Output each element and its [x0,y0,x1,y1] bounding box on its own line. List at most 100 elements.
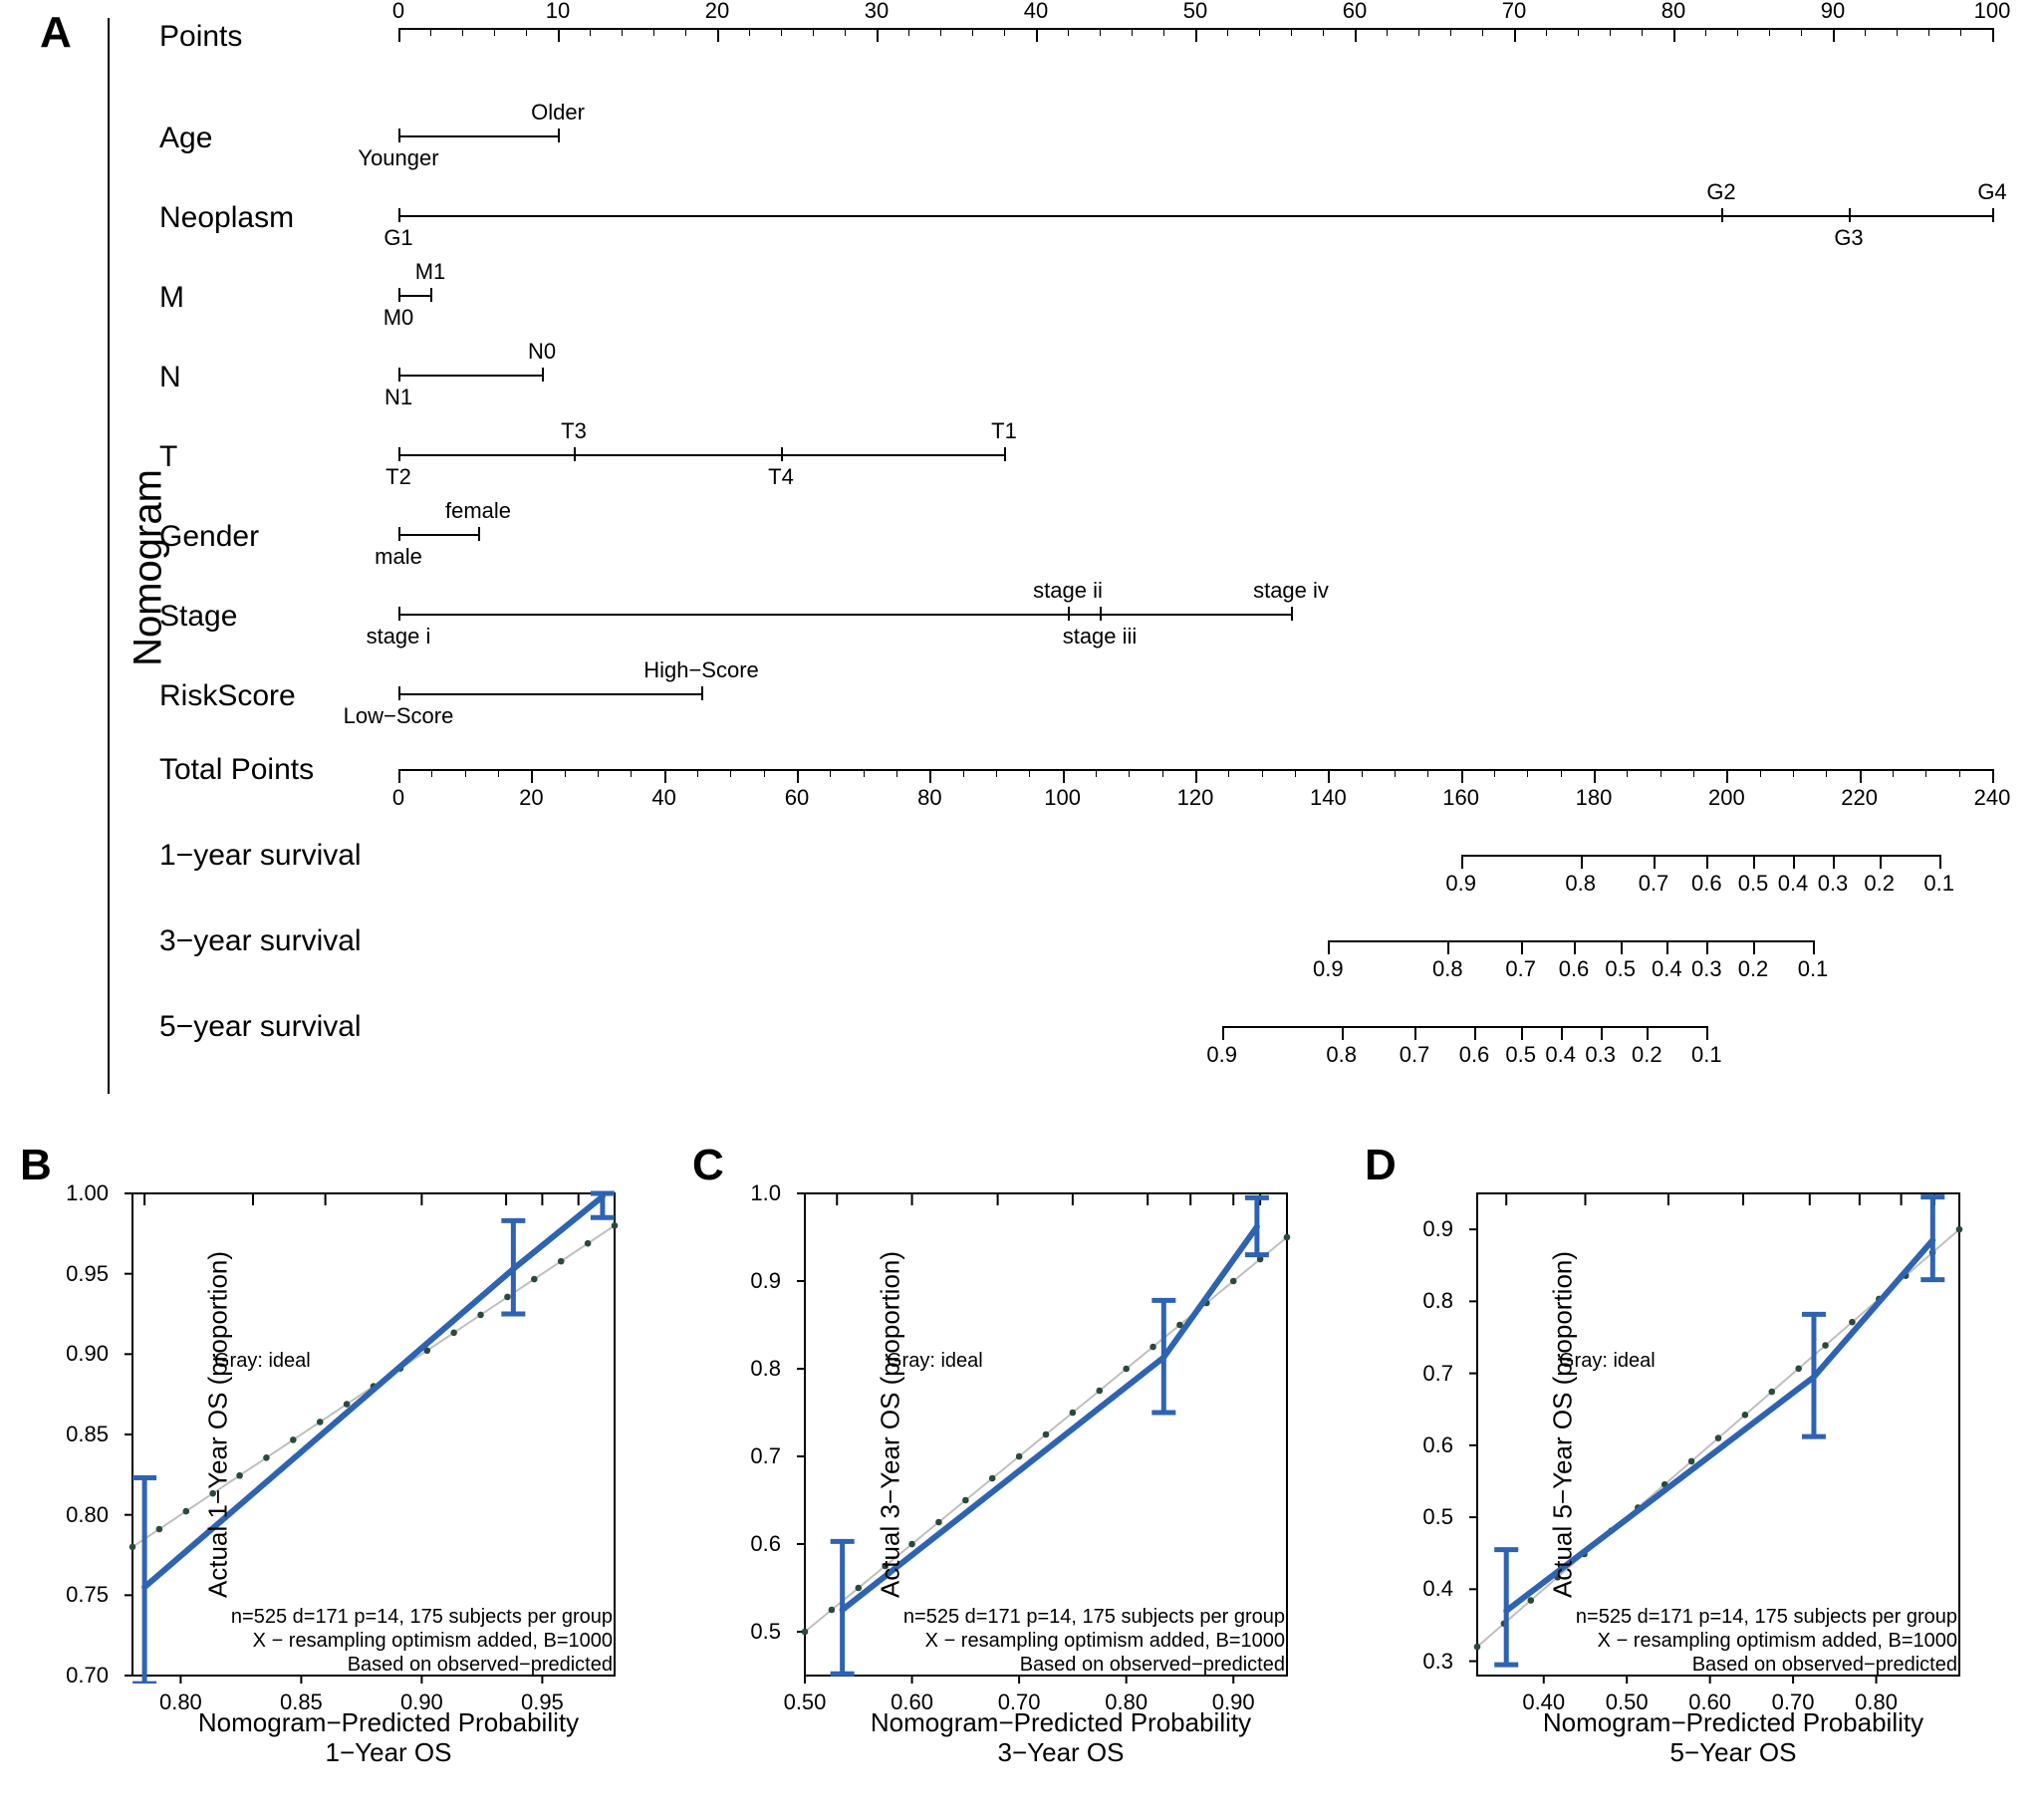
ytick-label: 0.4 [1422,1576,1453,1602]
nomogram-category-label: Older [531,100,585,126]
panel-d-label: D [1365,1141,1397,1190]
nomogram-row: Gendermalefemale [149,494,2002,574]
ytick-label: 0.85 [66,1422,109,1447]
calib-footer-line: X − resampling optimism added, B=1000 [253,1630,613,1653]
nomogram-row-label: Total Points [159,753,314,787]
nomogram-row-axis: 0102030405060708090100 [398,10,1982,90]
nomogram-row-axis: Low−ScoreHigh−Score [398,653,1982,733]
panel-c-label: C [692,1141,724,1190]
ytick-label: 0.9 [750,1268,781,1294]
calib-footer-line: X − resampling optimism added, B=1000 [1598,1630,1957,1653]
nomogram-row-label: N [159,361,181,394]
ytick-label: 1.0 [750,1180,781,1206]
nomogram-row-label: Gender [159,520,259,554]
nomogram-row: N N1N0 [149,335,2002,414]
nomogram-rows: Points0102030405060708090100AgeYoungerOl… [149,10,2002,1076]
ytick-label: 0.8 [750,1356,781,1382]
nomogram-row: NeoplasmG1G2G3G4 [149,175,2002,255]
ytick-label: 0.7 [1422,1361,1453,1387]
nomogram-row: 3−year survival 0.90.80.70.60.50.40.30.20… [149,905,2002,990]
nomogram-side-border [108,18,110,1094]
nomogram-row: Points 0102030405060708090100 [149,10,2002,96]
nomogram-category-label: High−Score [643,657,759,683]
nomogram-category-label: T3 [561,418,587,444]
figure-root: A Nomogram Points0102030405060708090100A… [0,0,2042,1820]
calib-footer-line: X − resampling optimism added, B=1000 [925,1630,1285,1653]
nomogram-category-label: M0 [383,305,414,331]
nomogram-category-label: T4 [768,464,794,490]
nomogram-category-label: T1 [991,418,1017,444]
nomogram-category-label: stage i [367,624,431,650]
calib-ylabel: Actual 3−Year OS (proportion) [876,1251,906,1598]
nomogram-category-label: G2 [1706,179,1735,205]
nomogram-row-axis: YoungerOlder [398,96,1982,175]
nomogram-category-label: M1 [415,259,446,285]
calib-footer-line: Based on observed−predicted [1692,1654,1957,1677]
calib-ylabel: Actual 5−Year OS (proportion) [1548,1251,1579,1598]
ytick-label: 0.3 [1422,1649,1453,1675]
ytick-label: 0.75 [66,1582,109,1608]
nomogram-row-axis: M0M1 [398,255,1982,335]
calibration-panel-b: B 0.800.850.900.950.700.750.800.850.900.… [30,1156,667,1793]
ytick-label: 0.95 [66,1261,109,1287]
nomogram-row-label: 5−year survival [159,1010,362,1044]
nomogram-row-axis: malefemale [398,494,1982,574]
calib-xlabel: Nomogram−Predicted Probability5−Year OS [1414,1708,2042,1768]
calib-footer-line: n=525 d=171 p=14, 175 subjects per group [231,1606,613,1629]
calib-xlabel: Nomogram−Predicted Probability1−Year OS [70,1708,707,1768]
nomogram-row-label: 3−year survival [159,924,362,958]
ytick-label: 0.90 [66,1341,109,1367]
ytick-label: 0.5 [1422,1504,1453,1530]
nomogram-category-label: G3 [1834,225,1863,251]
nomogram-row-axis: stage istage iistage iiistage iv [398,574,1982,653]
ideal-annotation: Gray: ideal [1559,1350,1656,1373]
nomogram-category-label: stage iii [1063,624,1138,650]
nomogram-row: 5−year survival 0.90.80.70.60.50.40.30.20… [149,990,2002,1076]
nomogram-row-label: 1−year survival [159,839,362,873]
ytick-label: 0.70 [66,1663,109,1689]
calib-footer-line: Based on observed−predicted [348,1654,613,1677]
ideal-annotation: Gray: ideal [887,1350,983,1373]
ytick-label: 0.7 [750,1443,781,1469]
nomogram-row-label: M [159,281,184,315]
nomogram-row: Stage stage i stage ii stage iii stage iv [149,574,2002,653]
nomogram-row: AgeYoungerOlder [149,96,2002,175]
ytick-label: 0.6 [1422,1432,1453,1458]
calib-ylabel: Actual 1−Year OS (proportion) [203,1251,234,1598]
nomogram-row-axis: 0.90.80.70.60.50.40.30.20.1 [398,819,1982,899]
nomogram-row-axis: 0.90.80.70.60.50.40.30.20.1 [398,905,1982,984]
ideal-annotation: Gray: ideal [214,1350,311,1373]
nomogram-row-axis: T2T3T4T1 [398,414,1982,494]
ytick-label: 0.8 [1422,1288,1453,1314]
ytick-label: 0.9 [1422,1216,1453,1242]
calib-footer-line: n=525 d=171 p=14, 175 subjects per group [903,1606,1285,1629]
nomogram-category-label: Low−Score [344,703,454,729]
nomogram-row-axis: 020406080100120140160180200220240 [398,733,1982,813]
ytick-label: 0.6 [750,1531,781,1557]
nomogram-row-label: Age [159,122,212,155]
nomogram-category-label: stage ii [1033,578,1103,604]
calib-footer-line: Based on observed−predicted [1020,1654,1285,1677]
nomogram-row-label: Stage [159,600,237,634]
calibration-panel-d: D 0.400.500.600.700.800.30.40.50.60.70.8… [1375,1156,2012,1793]
nomogram-category-label: female [445,498,511,524]
panel-b-label: B [20,1141,52,1190]
nomogram-row: M M0M1 [149,255,2002,335]
calibration-panel-c: C 0.500.600.700.800.900.50.60.70.80.91.0… [702,1156,1340,1793]
nomogram-row: RiskScoreLow−ScoreHigh−Score [149,653,2002,733]
nomogram-category-label: G4 [1977,179,2006,205]
nomogram-row-axis: 0.90.80.70.60.50.40.30.20.1 [398,990,1982,1070]
nomogram-row-axis: N1N0 [398,335,1982,414]
nomogram-row-axis: G1G2G3G4 [398,175,1982,255]
ytick-label: 0.80 [66,1502,109,1528]
nomogram-category-label: Younger [358,145,438,171]
nomogram-category-label: T2 [385,464,411,490]
nomogram-category-label: male [375,544,422,570]
calib-xlabel: Nomogram−Predicted Probability3−Year OS [742,1708,1380,1768]
nomogram-row-label: Points [159,20,242,54]
nomogram-category-label: N0 [528,339,556,365]
nomogram-row-label: RiskScore [159,679,296,713]
nomogram-region: Nomogram Points0102030405060708090100Age… [30,10,2012,1126]
calibration-row: B 0.800.850.900.950.700.750.800.850.900.… [30,1156,2012,1803]
nomogram-category-label: stage iv [1253,578,1329,604]
